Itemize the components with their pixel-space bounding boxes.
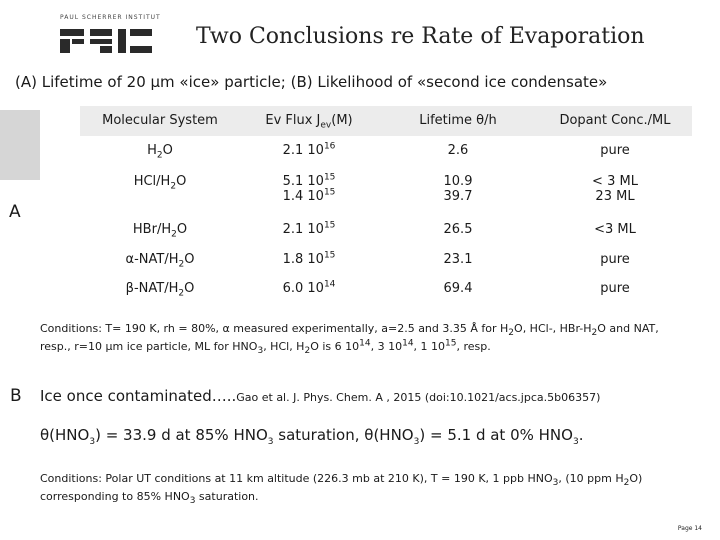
header-ev-flux: Ev Flux Jev(M): [265, 113, 353, 131]
section-b-statement: Ice once contaminated…..Gao et al. J. Ph…: [40, 387, 601, 405]
table-row-system: α-NAT/H2O: [125, 252, 195, 270]
logo-text: PAUL SCHERRER INSTITUT: [60, 14, 161, 21]
header-molecular-system: Molecular System: [102, 113, 218, 128]
table-row-lifetime: 23.1: [443, 252, 473, 267]
psi-logo-icon: [60, 29, 152, 53]
table-row-conc: <3 ML: [594, 222, 636, 237]
table-header-row: [80, 106, 692, 136]
table-row-lifetime: 10.9 39.7: [443, 174, 473, 204]
table-row-system: HCl/H2O: [133, 174, 187, 192]
header-lifetime: Lifetime θ/h: [419, 113, 497, 128]
table-row-flux: 2.1 1016: [282, 141, 336, 158]
page-number: Page 14: [677, 525, 702, 532]
table-row-system: β-NAT/H2O: [125, 281, 195, 299]
citation: Gao et al. J. Phys. Chem. A , 2015 (doi:…: [236, 391, 601, 404]
table-row-lifetime: 2.6: [447, 143, 469, 158]
table-row-conc: pure: [600, 281, 630, 296]
table-row-conc: pure: [600, 143, 630, 158]
table-row-flux: 2.1 1015: [282, 220, 336, 237]
table-row-conc: pure: [600, 252, 630, 267]
table-row-system: HBr/H2O: [132, 222, 188, 240]
theta-result: θ(HNO3) = 33.9 d at 85% HNO3 saturation,…: [40, 426, 584, 447]
section-b-label: B: [10, 386, 22, 406]
psi-logo: PAUL SCHERRER INSTITUT: [60, 14, 161, 60]
table-row-flux: 6.0 1014: [282, 279, 336, 296]
section-a-label: A: [9, 202, 21, 222]
table-row-flux: 5.1 1015 1.4 1015: [282, 172, 336, 204]
table-row-lifetime: 26.5: [443, 222, 473, 237]
conditions-b: Conditions: Polar UT conditions at 11 km…: [40, 472, 643, 507]
table-row-system: H2O: [147, 143, 173, 161]
section-a-marker: [0, 110, 40, 180]
table-row-lifetime: 69.4: [443, 281, 473, 296]
slide-subtitle: (A) Lifetime of 20 µm «ice» particle; (B…: [15, 73, 608, 91]
header-dopant-conc: Dopant Conc./ML: [559, 113, 671, 128]
table-row-flux: 1.8 1015: [282, 250, 336, 267]
conditions-a: Conditions: T= 190 K, rh = 80%, α measur…: [40, 322, 659, 357]
slide-title: Two Conclusions re Rate of Evaporation: [196, 24, 645, 49]
table-row-conc: < 3 ML 23 ML: [592, 174, 638, 204]
